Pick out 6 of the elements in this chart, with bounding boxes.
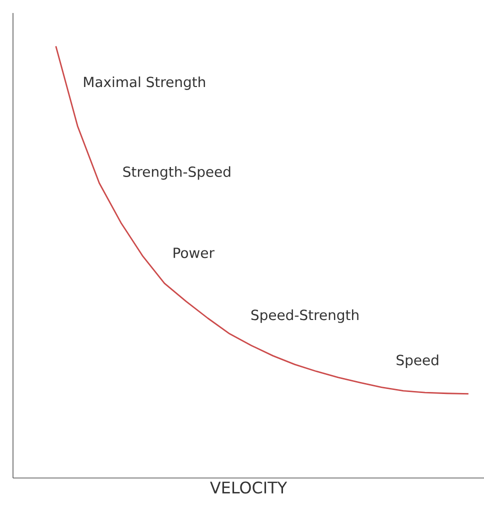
annotation: Maximal Strength <box>84 76 205 90</box>
x-axis-title: VELOCITY <box>210 482 288 494</box>
annotation: Speed-Strength <box>251 309 358 323</box>
annotation: Strength-Speed <box>123 166 230 180</box>
annotation: Speed <box>396 354 438 368</box>
annotation: Power <box>174 248 214 258</box>
